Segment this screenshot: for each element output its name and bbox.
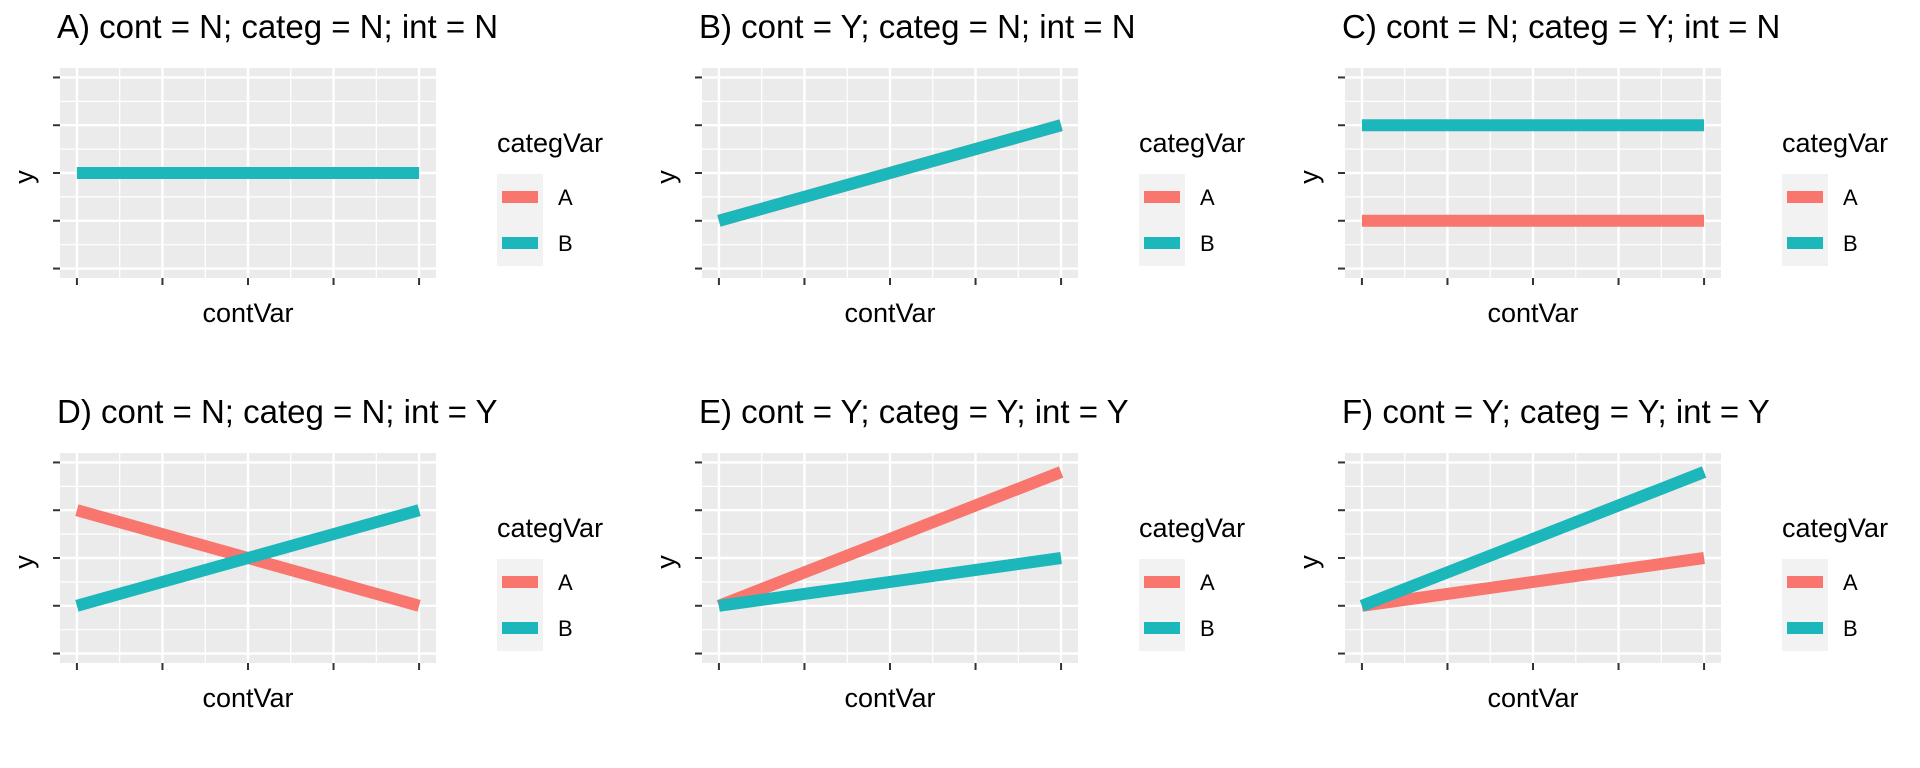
x-axis-label: contVar bbox=[844, 298, 935, 328]
series-line-A bbox=[1361, 552, 1705, 612]
x-axis-label: contVar bbox=[844, 683, 935, 713]
legend-label-A: A bbox=[1843, 570, 1858, 595]
series-line-A bbox=[716, 466, 1064, 612]
panel-title: D) cont = N; categ = N; int = Y bbox=[57, 393, 498, 430]
legend: categVar AB bbox=[1782, 513, 1888, 651]
legend-title: categVar bbox=[1139, 128, 1245, 158]
legend-label-B: B bbox=[1200, 231, 1215, 256]
panel-title: E) cont = Y; categ = Y; int = Y bbox=[699, 393, 1129, 430]
axis-ticks bbox=[1338, 76, 1706, 285]
legend-label-A: A bbox=[558, 185, 573, 210]
gridlines bbox=[60, 453, 436, 663]
panel-title: A) cont = N; categ = N; int = N bbox=[57, 8, 498, 45]
axis-ticks bbox=[53, 461, 421, 670]
legend: categVar AB bbox=[1139, 128, 1245, 266]
facet-panel-E: E) cont = Y; categ = Y; int = Y contVar y c… bbox=[651, 393, 1245, 713]
legend-title: categVar bbox=[497, 128, 603, 158]
y-axis-label: y bbox=[651, 170, 681, 184]
legend-label-A: A bbox=[558, 570, 573, 595]
legend-label-A: A bbox=[1843, 185, 1858, 210]
legend: categVar AB bbox=[1782, 128, 1888, 266]
legend-label-B: B bbox=[558, 616, 573, 641]
legend-title: categVar bbox=[1782, 513, 1888, 543]
panel-title: F) cont = Y; categ = Y; int = Y bbox=[1342, 393, 1770, 430]
y-axis-label: y bbox=[651, 555, 681, 569]
y-axis-label: y bbox=[1294, 555, 1324, 569]
facet-panel-C: C) cont = N; categ = Y; int = N contVar y c… bbox=[1294, 8, 1888, 328]
panel-title: C) cont = N; categ = Y; int = N bbox=[1342, 8, 1780, 45]
x-axis-label: contVar bbox=[202, 298, 293, 328]
legend-title: categVar bbox=[1139, 513, 1245, 543]
y-axis-label: y bbox=[9, 170, 39, 184]
legend-label-B: B bbox=[558, 231, 573, 256]
axis-ticks bbox=[695, 461, 1063, 670]
facet-panel-A: A) cont = N; categ = N; int = N contVar y c… bbox=[9, 8, 603, 328]
axis-ticks bbox=[1338, 461, 1706, 670]
legend-label-A: A bbox=[1200, 185, 1215, 210]
legend-label-B: B bbox=[1200, 616, 1215, 641]
series-line-B bbox=[75, 504, 421, 612]
facet-panel-F: F) cont = Y; categ = Y; int = Y contVar y c… bbox=[1294, 393, 1888, 713]
x-axis-label: contVar bbox=[202, 683, 293, 713]
legend: categVar AB bbox=[497, 128, 603, 266]
series-line-B bbox=[718, 552, 1062, 612]
facet-panel-D: D) cont = N; categ = N; int = Y contVar y c… bbox=[9, 393, 603, 713]
y-axis-label: y bbox=[1294, 170, 1324, 184]
legend-title: categVar bbox=[497, 513, 603, 543]
legend-label-B: B bbox=[1843, 231, 1858, 256]
series-line-B bbox=[1359, 466, 1707, 612]
panel-title: B) cont = Y; categ = N; int = N bbox=[699, 8, 1136, 45]
legend-label-A: A bbox=[1200, 570, 1215, 595]
legend: categVar AB bbox=[497, 513, 603, 651]
facet-panel-B: B) cont = Y; categ = N; int = N contVar y c… bbox=[651, 8, 1245, 328]
legend-label-B: B bbox=[1843, 616, 1858, 641]
series-line-B bbox=[717, 119, 1063, 227]
x-axis-label: contVar bbox=[1487, 683, 1578, 713]
axis-ticks bbox=[695, 76, 1063, 285]
legend-title: categVar bbox=[1782, 128, 1888, 158]
axis-ticks bbox=[53, 76, 421, 285]
x-axis-label: contVar bbox=[1487, 298, 1578, 328]
legend: categVar AB bbox=[1139, 513, 1245, 651]
y-axis-label: y bbox=[9, 555, 39, 569]
